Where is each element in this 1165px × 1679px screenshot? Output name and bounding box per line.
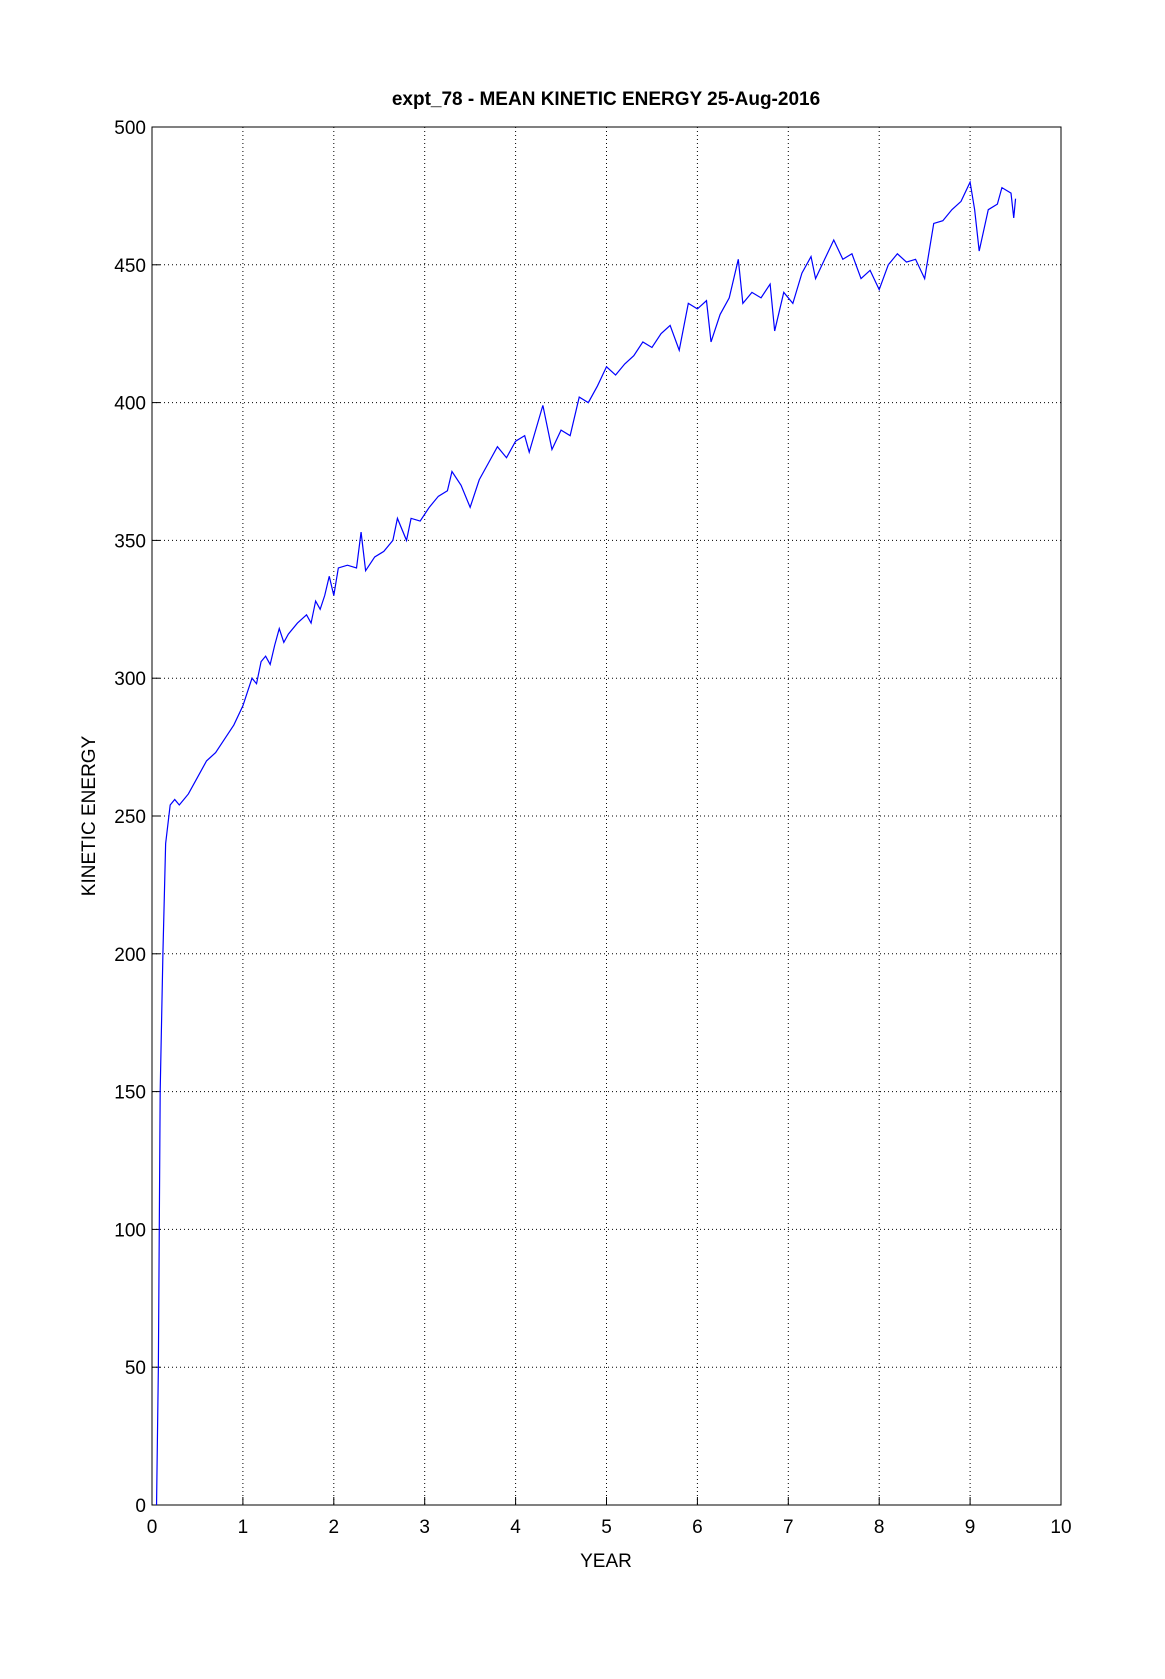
y-tick-label: 400 [114, 394, 146, 415]
y-axis-label: KINETIC ENERGY [79, 735, 100, 896]
y-tick-label: 250 [114, 807, 146, 828]
y-tick-label: 350 [114, 531, 146, 552]
x-tick-label: 7 [783, 1517, 794, 1538]
y-tick-label: 150 [114, 1083, 146, 1104]
plot-frame [151, 126, 1062, 1506]
x-axis-label: YEAR [580, 1551, 632, 1572]
x-tick-label: 1 [238, 1517, 249, 1538]
y-tick-label: 50 [125, 1358, 146, 1379]
x-tick-label: 10 [1050, 1517, 1071, 1538]
x-tick-label: 6 [692, 1517, 703, 1538]
x-tick-label: 2 [329, 1517, 340, 1538]
y-tick-label: 300 [114, 669, 146, 690]
data-line [155, 180, 1017, 1506]
chart-title: expt_78 - MEAN KINETIC ENERGY 25-Aug-201… [392, 89, 820, 110]
y-tick-label: 500 [114, 118, 146, 139]
y-tick-label: 450 [114, 256, 146, 277]
x-tick-label: 8 [874, 1517, 885, 1538]
x-tick-label: 0 [147, 1517, 158, 1538]
x-tick-label: 5 [601, 1517, 612, 1538]
x-tick-label: 3 [419, 1517, 430, 1538]
y-tick-label: 100 [114, 1220, 146, 1241]
y-tick-label: 0 [135, 1496, 146, 1517]
y-tick-label: 200 [114, 945, 146, 966]
x-tick-label: 4 [510, 1517, 521, 1538]
x-tick-label: 9 [965, 1517, 976, 1538]
